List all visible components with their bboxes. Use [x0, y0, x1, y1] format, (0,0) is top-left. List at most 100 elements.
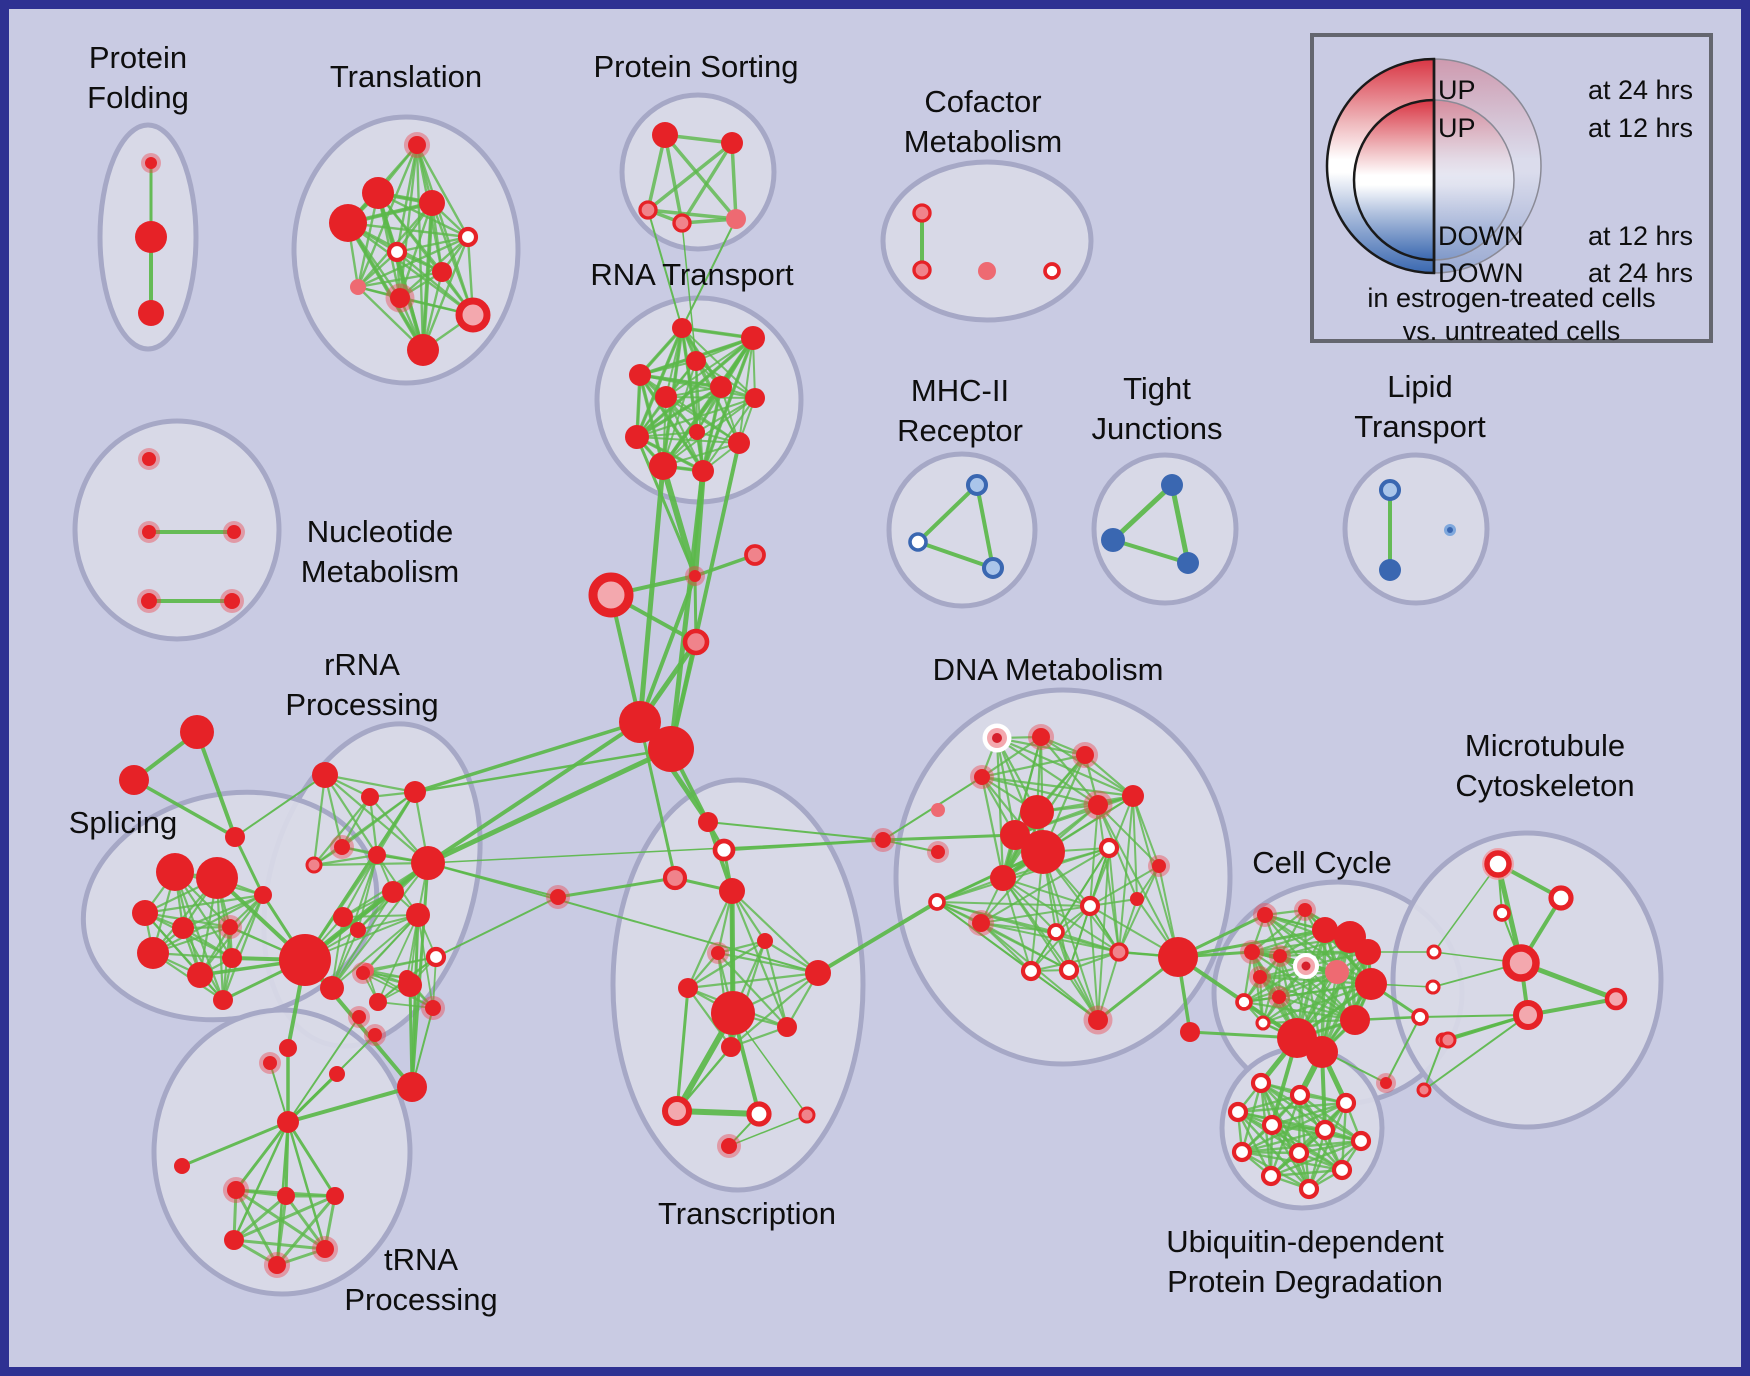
node	[254, 886, 272, 904]
edge	[680, 141, 734, 225]
node	[974, 769, 990, 785]
edge	[668, 468, 706, 752]
node	[1177, 552, 1199, 574]
node	[648, 726, 694, 772]
legend-footnote-line2: vs. untreated cells	[1402, 316, 1621, 346]
cluster-label-rna-transport: RNA Transport	[590, 255, 793, 295]
edge	[181, 893, 265, 930]
legend-row-down-24: DOWN at 24 hrs	[1438, 258, 1693, 289]
edge	[342, 914, 419, 918]
edge	[284, 1194, 327, 1251]
edge	[730, 141, 738, 221]
node	[1306, 1036, 1338, 1068]
node	[1379, 559, 1401, 581]
edge	[1030, 970, 1099, 1021]
edge	[638, 574, 697, 724]
edge	[995, 736, 1100, 807]
edge	[1097, 804, 1120, 953]
cluster-label-protein-folding: Protein Folding	[87, 38, 189, 118]
edge	[1320, 935, 1352, 1054]
node	[652, 122, 678, 148]
node	[1411, 1008, 1429, 1026]
node	[135, 221, 167, 253]
node	[1288, 1142, 1310, 1164]
edge	[234, 1188, 279, 1267]
node	[382, 881, 404, 903]
edge	[738, 337, 754, 444]
edge	[980, 905, 1091, 924]
edge	[763, 939, 789, 1029]
network-nodes	[119, 122, 1628, 1279]
cluster-label-line: Receptor	[897, 413, 1023, 448]
cluster-label-tight-junctions: Tight Junctions	[1092, 369, 1223, 449]
edge	[701, 385, 723, 473]
edge	[707, 821, 884, 841]
node	[777, 1017, 797, 1037]
cluster-label-line: Cell Cycle	[1252, 845, 1392, 880]
edge	[980, 775, 1100, 807]
edge	[425, 746, 674, 866]
cluster-label-line: Transport	[1354, 409, 1486, 444]
node	[1152, 859, 1166, 873]
node	[368, 846, 386, 864]
node	[432, 262, 452, 282]
cluster-label-line: Microtubule	[1464, 728, 1626, 763]
edge	[1030, 951, 1120, 972]
edge	[686, 889, 734, 990]
edge	[232, 1120, 290, 1242]
node	[329, 1066, 345, 1082]
edge	[1002, 877, 1120, 953]
node	[662, 1096, 692, 1126]
node	[721, 1138, 737, 1154]
edge	[1097, 847, 1110, 1021]
edge	[377, 914, 419, 1003]
node	[805, 960, 831, 986]
edge	[1250, 908, 1307, 954]
node	[352, 1010, 366, 1024]
node	[368, 1028, 382, 1042]
node	[268, 1256, 286, 1274]
node	[1378, 478, 1402, 502]
cluster-label-dna-metabolism: DNA Metabolism	[933, 650, 1164, 690]
node	[1260, 1165, 1282, 1187]
edge	[346, 221, 425, 352]
node	[227, 1181, 245, 1199]
legend-dir-label: DOWN	[1438, 258, 1524, 288]
node	[1355, 968, 1387, 1000]
edge	[980, 922, 1070, 971]
legend-row-down-12: DOWN at 12 hrs	[1438, 221, 1693, 252]
cluster-label-lipid-transport: Lipid Transport	[1354, 367, 1486, 447]
edge	[413, 720, 642, 794]
node	[746, 1101, 772, 1127]
cluster-label-line: Splicing	[68, 805, 178, 840]
edge	[195, 730, 237, 839]
node	[1261, 1114, 1283, 1136]
node	[411, 846, 445, 880]
node	[1161, 474, 1183, 496]
node	[196, 857, 238, 899]
edge	[1269, 1168, 1344, 1178]
node	[213, 990, 233, 1010]
node	[711, 946, 725, 960]
edge	[980, 753, 1087, 779]
edge	[980, 775, 1005, 880]
node	[912, 260, 932, 280]
node	[655, 386, 677, 408]
node	[912, 203, 932, 223]
edge	[1089, 865, 1160, 907]
node	[425, 946, 447, 968]
edge	[1169, 482, 1191, 566]
edge	[980, 735, 1043, 779]
edge	[646, 141, 734, 212]
edge	[426, 720, 642, 865]
node	[931, 845, 945, 859]
node	[1253, 970, 1267, 984]
node	[1331, 1159, 1353, 1181]
node	[1235, 993, 1253, 1011]
edge	[1132, 795, 1138, 900]
edge	[132, 778, 237, 839]
edge	[312, 773, 327, 867]
node	[180, 715, 214, 749]
node	[361, 788, 379, 806]
node	[741, 326, 765, 350]
